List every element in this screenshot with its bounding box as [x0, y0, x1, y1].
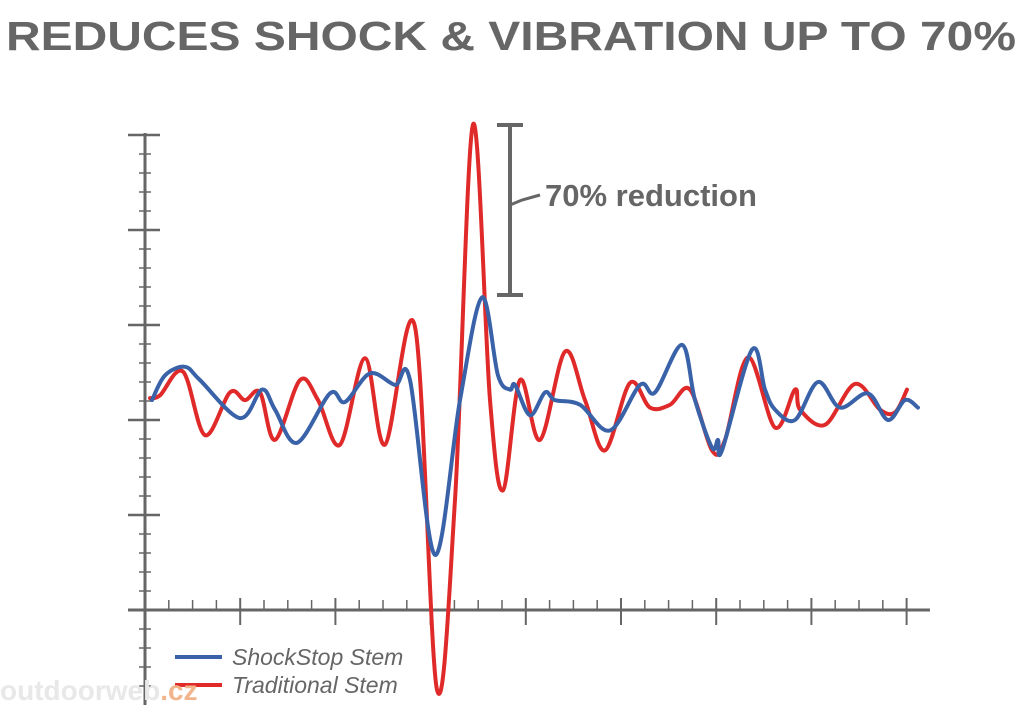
- reduction-bracket: 70% reduction: [497, 123, 757, 297]
- series-lines: [148, 121, 920, 696]
- axes: [128, 133, 930, 705]
- series-line-shockstop: [150, 295, 920, 557]
- watermark-main: outdoorweb: [0, 675, 160, 706]
- series-line-traditional: [148, 121, 909, 696]
- legend-label-traditional: Traditional Stem: [232, 672, 398, 698]
- chart-title: REDUCES SHOCK & VIBRATION UP TO 70%: [6, 13, 1016, 59]
- watermark-text: outdoorweb.cz: [0, 675, 198, 706]
- watermark: outdoorweb.cz: [0, 675, 198, 706]
- legend-label-shockstop: ShockStop Stem: [232, 644, 403, 670]
- reduction-annotation: 70% reduction: [545, 178, 757, 213]
- watermark-suffix: .cz: [160, 675, 197, 706]
- legend: ShockStop Stem Traditional Stem: [175, 644, 403, 698]
- bracket-pointer: [509, 193, 541, 207]
